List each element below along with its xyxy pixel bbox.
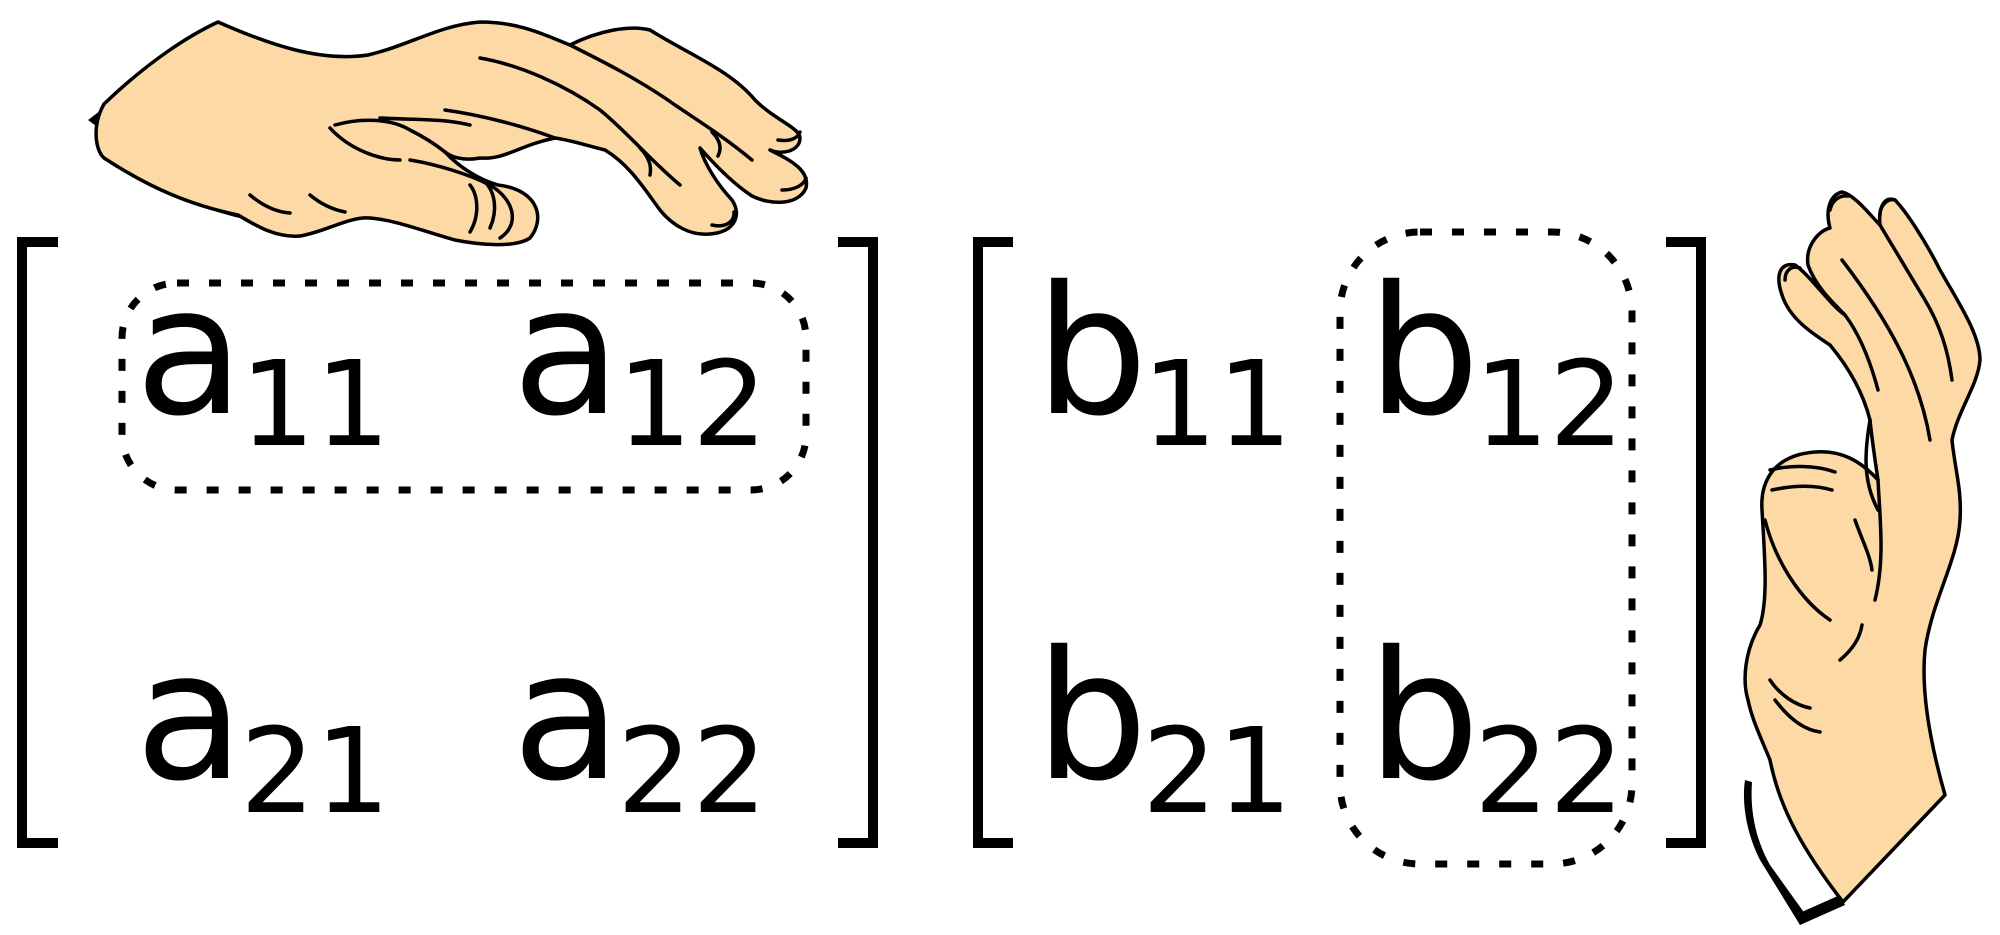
matrix-b-left-bracket (973, 237, 1013, 848)
matrix-b-cell-12-base: b (1367, 248, 1480, 455)
matrix-a-cell-12-sub: 12 (617, 335, 767, 473)
matrix-a-cell-22: a 22 (512, 613, 767, 840)
matrix-b-cell-11: b 11 (1035, 248, 1292, 473)
matrix-a-right-bracket (838, 237, 878, 848)
matrix-a-cell-22-sub: 22 (617, 702, 767, 840)
matrix-b-cell-21-sub: 21 (1142, 702, 1292, 840)
matrix-a-cell-11-base: a (135, 248, 244, 455)
matrix-a-cell-12: a 12 (512, 248, 767, 473)
matrix-a-row-highlight (118, 279, 810, 494)
matrix-b-cell-21: b 21 (1035, 613, 1292, 840)
matrix-a-cell-21-base: a (135, 613, 244, 820)
matrix-a-cell-11: a 11 (135, 248, 390, 473)
matrix-b-cell-22: b 22 (1367, 613, 1624, 840)
matrix-b-cell-12: b 12 (1367, 248, 1624, 473)
matrix-a-cell-21: a 21 (135, 613, 390, 840)
matrix-a-cell-11-sub: 11 (240, 335, 390, 473)
matrix-b-column-highlight (1336, 228, 1636, 868)
matrix-b-cell-22-sub: 22 (1474, 702, 1624, 840)
matrix-a-cell-12-base: a (512, 248, 621, 455)
matrix-b-right-bracket (1666, 237, 1706, 848)
horizontal-hand-icon (88, 20, 809, 247)
matrix-a-cell-22-base: a (512, 613, 621, 820)
matrix-a-cell-21-sub: 21 (240, 702, 390, 840)
matrix-b-cell-11-base: b (1035, 248, 1148, 455)
matrix-b: b 11 b 12 b 21 b 22 (973, 228, 1706, 868)
matrix-b-cell-12-sub: 12 (1474, 335, 1624, 473)
matrix-b-cell-22-base: b (1367, 613, 1480, 820)
matrix-b-cell-11-sub: 11 (1142, 335, 1292, 473)
matrix-a-left-bracket (17, 237, 58, 848)
matrix-b-cell-21-base: b (1035, 613, 1148, 820)
matrix-a: a 11 a 12 a 21 a 22 (17, 237, 878, 848)
vertical-hand-icon (1743, 190, 1982, 925)
